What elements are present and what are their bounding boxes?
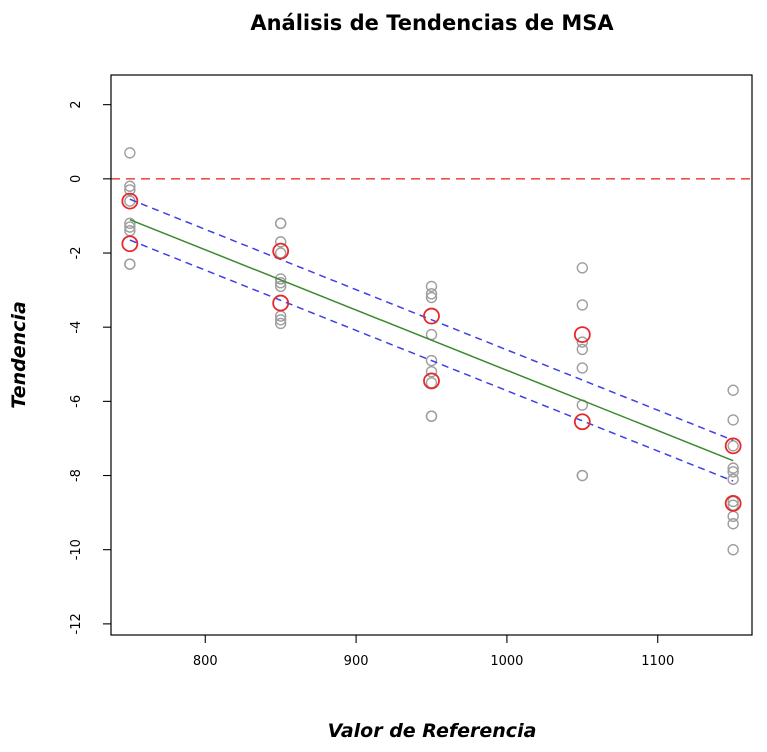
observation-point [274,314,287,326]
x-axis-label: Valor de Referencia [328,720,537,742]
y-tick-label: 0 [69,175,84,183]
limit-points [121,192,742,512]
observation-point [124,147,136,159]
observation-point [576,336,589,348]
y-tick-label: 2 [69,101,84,109]
observation-point [727,414,739,426]
observation-point [576,299,589,311]
observation-point [576,343,589,356]
observation-point [425,377,438,389]
observation-point [425,410,438,422]
y-tick-label: -8 [69,469,84,482]
observation-point [727,544,739,556]
limit-point [573,413,591,431]
y-axis-label: Tendencia [8,301,30,409]
limit-point [272,242,290,260]
x-tick-label: 1100 [641,654,674,669]
observation-point [425,280,438,293]
observation-point [274,217,287,230]
x-tick-label: 900 [344,654,369,669]
observation-point [727,440,739,452]
observation-point [425,291,438,304]
observation-point [274,317,287,330]
limit-point [423,307,440,325]
observation-point [727,466,739,478]
observation-point [576,362,589,374]
limit-point [573,326,591,344]
observation-point [576,262,589,274]
limit-point [272,294,290,312]
y-axis: 2 0 -2 -4 -6 -8 -10 -12 [69,101,111,634]
chart-title: Análisis de Tendencias de MSA [250,11,614,35]
trend-lines [111,178,752,482]
plot-frame [110,74,753,636]
observation-point [576,469,589,482]
x-axis: 800 900 1000 1100 [193,635,674,669]
x-tick-label: 1000 [490,654,523,669]
observation-point [124,221,136,233]
observation-point [727,462,739,474]
y-tick-label: -2 [69,247,84,260]
observation-point [727,384,739,396]
observation-point [425,288,438,300]
limit-point [724,437,742,455]
plot-region [111,147,752,556]
observation-point [274,247,287,259]
y-tick-label: -6 [69,395,84,408]
observation-point [727,473,739,485]
lower-limit-line [129,239,734,482]
limit-point [121,235,139,253]
y-tick-label: -4 [69,321,84,334]
y-tick-label: -12 [69,613,84,634]
observation-point [274,236,287,248]
observation-point [727,518,739,530]
x-tick-label: 800 [193,654,218,669]
observation-point [124,180,136,192]
y-tick-label: -10 [69,539,84,560]
observation-point [124,184,136,196]
observation-point [425,365,438,378]
observation-point [124,258,136,270]
limit-point [724,494,742,512]
regression-line [129,218,734,462]
limit-point [423,372,440,390]
observation-point [274,273,287,285]
observation-point [274,280,287,293]
upper-limit-line [129,198,734,441]
observation-point [425,354,438,367]
observation-point [124,217,136,230]
observation-points [124,147,739,556]
limit-point [121,192,139,210]
